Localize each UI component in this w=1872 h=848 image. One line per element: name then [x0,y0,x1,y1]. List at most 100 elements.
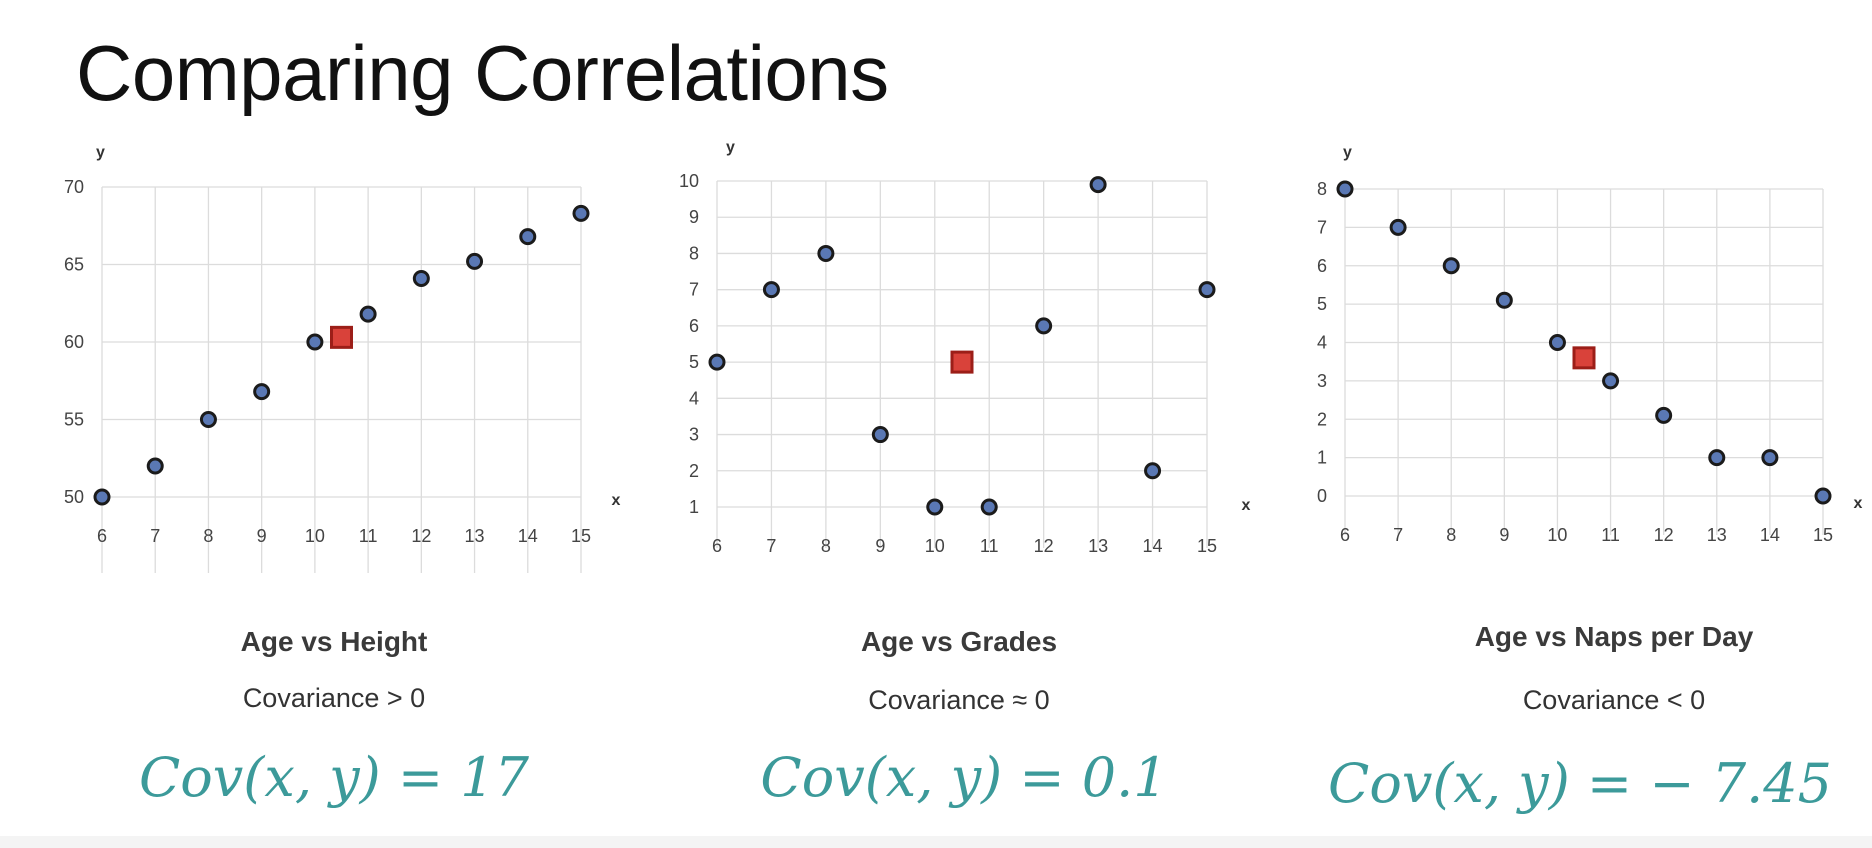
y-tick-label: 0 [1317,486,1327,506]
x-tick-label: 11 [980,536,999,556]
chart-2-title: Age vs Grades [860,626,1058,657]
chart-3-formula: Cov(x, y) = − 7.45 [1328,752,1832,815]
y-axis-label: y [1343,144,1352,161]
data-point [1089,176,1107,194]
y-tick-label: 5 [689,352,699,372]
data-point [146,457,164,475]
y-tick-label: 60 [64,332,84,352]
data-point [199,411,217,428]
x-tick-label: 15 [1813,525,1833,545]
data-point [1814,487,1832,505]
x-tick-label: 7 [766,536,776,556]
x-tick-label: 14 [1760,525,1780,545]
y-tick-label: 2 [1317,409,1327,429]
x-tick-label: 10 [925,536,945,556]
x-tick-label: 10 [1547,525,1567,545]
y-tick-label: 9 [689,207,699,227]
page-title: Comparing Correlations [76,29,889,117]
x-tick-label: 6 [712,536,722,556]
data-point [708,353,726,371]
y-tick-label: 10 [679,171,699,191]
x-tick-label: 11 [359,526,378,546]
data-point [1198,281,1216,299]
chart-2-caption: Covariance ≈ 0 [868,685,1050,715]
data-point [1144,462,1162,480]
y-tick-label: 1 [1317,448,1327,468]
data-point [359,305,377,323]
y-tick-label: 5 [1317,294,1327,314]
x-tick-label: 12 [411,526,431,546]
x-tick-label: 8 [1446,525,1456,545]
x-tick-label: 14 [518,526,538,546]
data-point [519,228,537,246]
data-point [572,204,590,222]
y-tick-label: 1 [689,497,699,517]
x-tick-label: 9 [1499,525,1509,545]
chart-3-title: Age vs Naps per Day [1474,621,1754,652]
data-point [1708,449,1726,467]
data-point [1602,372,1620,390]
y-tick-label: 55 [64,410,84,430]
bottom-strip [0,836,1872,848]
chart-1-title: Age vs Height [240,626,428,657]
x-tick-label: 8 [203,526,213,546]
mean-point [950,350,974,374]
data-point [1389,218,1407,236]
y-tick-label: 8 [689,243,699,263]
y-axis-label: y [726,139,735,156]
data-point [1442,257,1460,275]
data-point [1495,291,1513,309]
x-axis-label: x [1854,495,1863,512]
y-tick-label: 7 [689,280,699,300]
chart-2-formula: Cov(x, y) = 0.1 [760,746,1168,809]
x-tick-label: 12 [1654,525,1674,545]
x-tick-label: 6 [1340,525,1350,545]
y-tick-label: 7 [1317,217,1327,237]
x-tick-label: 15 [571,526,591,546]
data-point [253,383,271,401]
data-point [1548,334,1566,351]
x-tick-label: 8 [821,536,831,556]
y-tick-label: 4 [689,388,699,408]
x-tick-label: 10 [305,526,325,546]
y-tick-label: 2 [689,461,699,481]
y-tick-label: 3 [1317,371,1327,391]
y-axis-label: y [96,144,105,161]
data-point [412,269,430,287]
chart-1-formula: Cov(x, y) = 17 [138,746,530,809]
data-point [466,252,484,270]
chart-3-caption: Covariance < 0 [1522,685,1706,715]
y-tick-label: 6 [1317,256,1327,276]
data-point [1761,449,1779,467]
x-tick-label: 11 [1601,525,1620,545]
y-tick-label: 70 [64,177,84,197]
chart-1-caption: Covariance > 0 [242,683,426,713]
x-tick-label: 13 [465,526,485,546]
data-point [762,281,780,299]
y-tick-label: 8 [1317,179,1327,199]
x-axis-label: x [612,492,621,509]
y-tick-label: 6 [689,316,699,336]
x-axis-label: x [1242,497,1251,514]
data-point [1336,180,1354,198]
mean-point [1572,346,1596,370]
x-tick-label: 9 [875,536,885,556]
chart-1: 50 55 60 65 70 6 7 8 9 10 11 12 13 14 15 y x [64,144,621,573]
data-point [817,244,835,262]
y-tick-label: 65 [64,255,84,275]
x-tick-label: 12 [1034,536,1054,556]
x-tick-label: 6 [97,526,107,546]
data-point [926,498,944,516]
x-tick-label: 7 [1393,525,1403,545]
y-tick-label: 3 [689,425,699,445]
data-point [1655,406,1673,424]
data-point [980,498,998,516]
y-tick-label: 50 [64,487,84,507]
data-point [1035,317,1053,335]
y-tick-label: 4 [1317,333,1327,353]
data-point [93,488,111,506]
x-tick-label: 7 [150,526,160,546]
